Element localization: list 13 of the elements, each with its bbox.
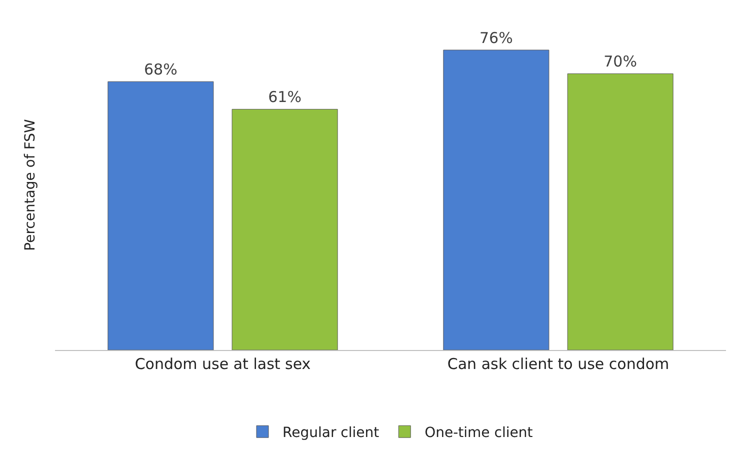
x-tick-label: Condom use at last sex [134,355,311,373]
data-label: 76% [480,29,513,47]
data-label: 70% [604,52,637,71]
bar [443,50,550,350]
bar [108,81,214,350]
legend-label: Regular client [282,425,380,442]
data-label: 68% [144,60,178,79]
data-label: 61% [268,88,302,106]
legend-label: One-time client [424,425,534,442]
bar [232,108,338,350]
x-tick-label: Can ask client to use condom [447,355,670,373]
y-axis-title: Percentage of FSW [22,119,39,251]
bar [567,73,674,350]
